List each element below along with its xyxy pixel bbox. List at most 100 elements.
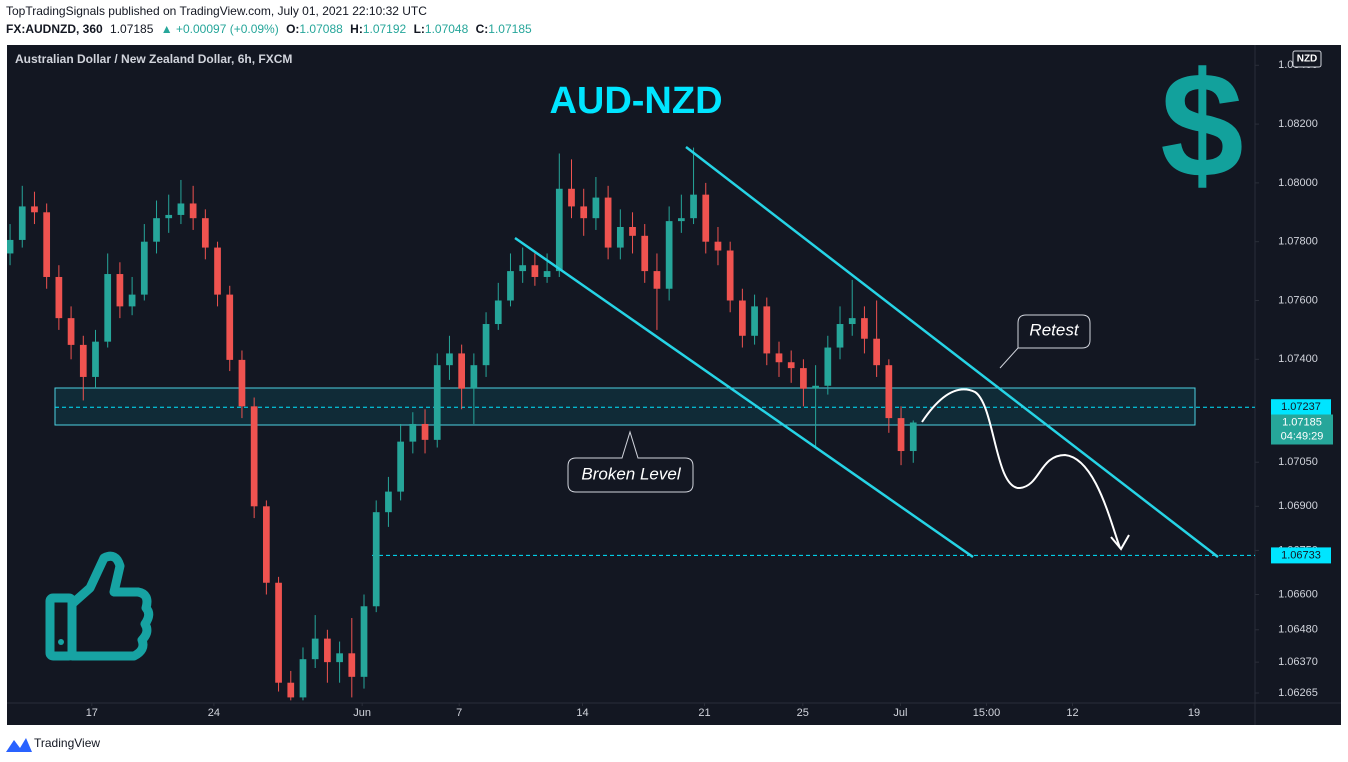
candle-body	[909, 422, 917, 452]
candle-body	[494, 300, 502, 325]
candle-body	[92, 341, 99, 377]
last-price-badge	[1271, 414, 1333, 445]
chart-legend: Australian Dollar / New Zealand Dollar, …	[15, 52, 292, 66]
candle-body	[201, 218, 209, 248]
candle-body	[470, 365, 478, 389]
x-tick-label: 19	[1188, 707, 1200, 719]
x-tick-label: 14	[576, 707, 588, 719]
candle-body	[629, 226, 636, 236]
change: ▲ +0.00097 (+0.09%)	[161, 22, 279, 36]
candle-body	[665, 221, 673, 289]
candle-body	[580, 206, 588, 219]
countdown-label: 04:49:29	[1281, 430, 1324, 442]
candle-body	[7, 239, 14, 254]
dollar-icon: $	[1160, 41, 1243, 209]
y-tick-label: 1.06370	[1278, 656, 1318, 668]
candle-body	[568, 188, 575, 207]
candle-body	[836, 324, 844, 348]
plot-area: Retest Broken Level	[7, 146, 1255, 701]
y-tick-label: 1.07800	[1278, 236, 1318, 248]
ohlc-label: H:	[350, 22, 363, 36]
candle-body	[812, 385, 819, 389]
candle-body	[616, 226, 624, 248]
price-line-label: 1.06733	[1281, 549, 1321, 561]
tradingview-logo	[6, 738, 32, 752]
x-tick-label: 15:00	[973, 707, 1001, 719]
candle-body	[885, 365, 893, 419]
candle-body	[79, 344, 87, 377]
candle-body	[519, 265, 527, 272]
candle-body	[177, 203, 185, 215]
candle-body	[763, 306, 771, 354]
candle-body	[372, 512, 380, 607]
candle-body	[421, 423, 429, 440]
price-line-label: 1.07237	[1281, 401, 1321, 413]
candle-body	[555, 188, 563, 272]
candle-body	[348, 653, 356, 677]
chart-background	[7, 45, 1341, 725]
y-tick-label: 1.07600	[1278, 294, 1318, 306]
candle-body	[104, 274, 112, 342]
candle-body	[690, 194, 697, 219]
candle-body	[531, 265, 539, 277]
candle-body	[67, 318, 75, 345]
ohlc-value: 1.07185	[488, 22, 532, 36]
candle-body	[275, 582, 282, 683]
candle-body	[775, 353, 783, 363]
candle-body	[336, 653, 343, 663]
symbol: FX:AUDNZD, 360	[6, 22, 103, 36]
candle-body	[433, 365, 441, 440]
y-tick-label: 1.07400	[1278, 353, 1318, 365]
currency-badge	[1292, 50, 1322, 68]
candle-body	[714, 241, 722, 251]
candle-body	[18, 206, 26, 240]
candle-body	[653, 271, 661, 289]
thumb-hand	[67, 551, 154, 661]
candle-body	[592, 197, 600, 219]
candle-body	[263, 506, 270, 583]
thumb-dot	[58, 639, 64, 645]
footer-brand: TradingView	[34, 736, 100, 750]
candle-body	[360, 606, 368, 677]
x-tick-label: 17	[86, 707, 98, 719]
candle-body	[458, 353, 466, 389]
candle-body	[55, 276, 63, 319]
candle-body	[787, 362, 795, 369]
candle-body	[165, 214, 173, 219]
ohlc-label: O:	[286, 22, 299, 36]
candles	[7, 147, 917, 701]
candle-body	[287, 682, 295, 698]
currency-badge-label: NZD	[1297, 54, 1318, 65]
quote-line: FX:AUDNZD, 360 1.07185 ▲ +0.00097 (+0.09…	[6, 22, 532, 36]
candle-body	[116, 274, 124, 307]
last: 1.07185	[110, 22, 154, 36]
candle-body	[214, 247, 221, 295]
candle-body	[702, 194, 710, 242]
candle-body	[31, 206, 38, 213]
candle-body	[238, 359, 246, 407]
candle-body	[128, 294, 136, 307]
retest-label: Retest	[1029, 320, 1079, 339]
y-tick-label: 1.08200	[1278, 118, 1318, 130]
candle-body	[385, 491, 392, 513]
x-tick-label: 7	[456, 707, 462, 719]
candle-body	[397, 441, 404, 492]
axes: 1.084001.082001.080001.078001.076001.074…	[86, 59, 1333, 719]
candle-body	[153, 218, 160, 242]
x-tick-label: 25	[797, 707, 809, 719]
candle-body	[189, 203, 197, 219]
candle-body	[250, 406, 258, 507]
x-tick-label: Jul	[893, 707, 907, 719]
candle-body	[43, 212, 51, 277]
projection-path	[921, 388, 1121, 549]
price-line-badge	[1271, 547, 1331, 564]
chart-title: AUD-NZD	[549, 80, 722, 122]
candle-body	[482, 324, 490, 366]
published-line: TopTradingSignals published on TradingVi…	[6, 4, 427, 18]
ohlc-label: C:	[476, 22, 489, 36]
candle-body	[543, 271, 551, 277]
candle-body	[848, 318, 856, 325]
candle-body	[726, 250, 734, 301]
x-tick-label: 21	[698, 707, 710, 719]
